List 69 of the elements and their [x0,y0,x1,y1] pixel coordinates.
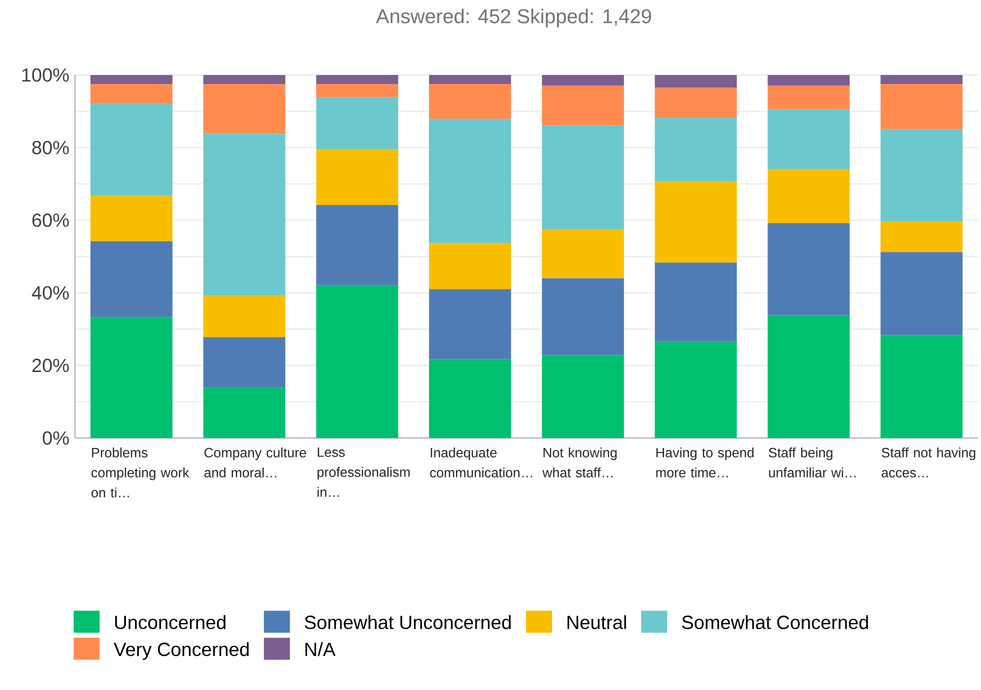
bar [768,315,850,438]
bar [316,84,398,98]
legend-label: Neutral [568,615,626,630]
legend-label: Unconcerned [115,615,226,630]
bar [203,84,286,134]
bar [316,285,398,438]
bar [316,74,398,84]
bar [654,262,737,342]
bar [203,296,286,338]
bar [542,355,624,438]
bar [203,134,286,296]
bar [880,252,963,336]
bar [429,74,512,84]
bar [654,118,737,182]
x-tick-label: Not knowing what staff… [542,448,617,478]
bar [90,104,172,196]
bar [654,88,737,118]
bar [542,125,624,230]
bar [316,204,398,286]
bar [90,196,172,242]
bar [654,74,737,88]
bar [768,109,850,170]
bar [90,317,172,438]
bar [429,289,512,360]
bar [90,74,172,84]
x-tick-label: Company culture and moral… [204,448,306,478]
bar [203,337,286,388]
x-tick-label: Staff not having acces… [882,448,976,478]
y-tick-label: 0% [42,431,69,445]
bar [880,74,963,84]
bar [880,222,963,252]
x-tick-label: Inadequate communication… [430,448,532,478]
bar [542,278,624,356]
bar [542,86,624,126]
bar [429,243,512,290]
bar [768,223,850,316]
bar [316,97,398,150]
bar [654,341,737,438]
bar [90,84,172,104]
x-tick-label: Staff being unfamiliar wi… [768,448,856,478]
y-tick-label: 100% [22,68,69,82]
y-tick-label: 80% [32,140,69,154]
bar [429,84,512,119]
bar [316,149,398,205]
bar [542,74,624,86]
y-tick-label: 40% [32,286,69,300]
bar [880,129,963,222]
y-tick-label: 60% [32,213,69,227]
chart-title: Answered: 452 Skipped: 1,429 [376,8,652,28]
legend-label: N/A [305,642,336,656]
x-tick-label: Having to spend more time… [656,448,754,478]
legend-label: Somewhat Concerned [682,615,868,630]
bar [203,388,286,438]
bar [768,86,850,110]
bar [768,74,850,86]
bar [880,84,963,130]
bar [768,169,850,224]
bar [90,241,172,318]
legend-label: Somewhat Unconcerned [304,615,511,630]
x-tick-label: Less professionalism in… [318,448,410,497]
legend-label: Very Concerned [114,642,249,660]
bar [542,230,624,278]
x-tick-label: Problems completing work on ti… [92,448,190,498]
y-tick-label: 20% [32,358,69,372]
bar [654,182,737,263]
bar [429,359,512,438]
bar [880,335,963,438]
bar [429,118,512,244]
bar [203,74,286,84]
